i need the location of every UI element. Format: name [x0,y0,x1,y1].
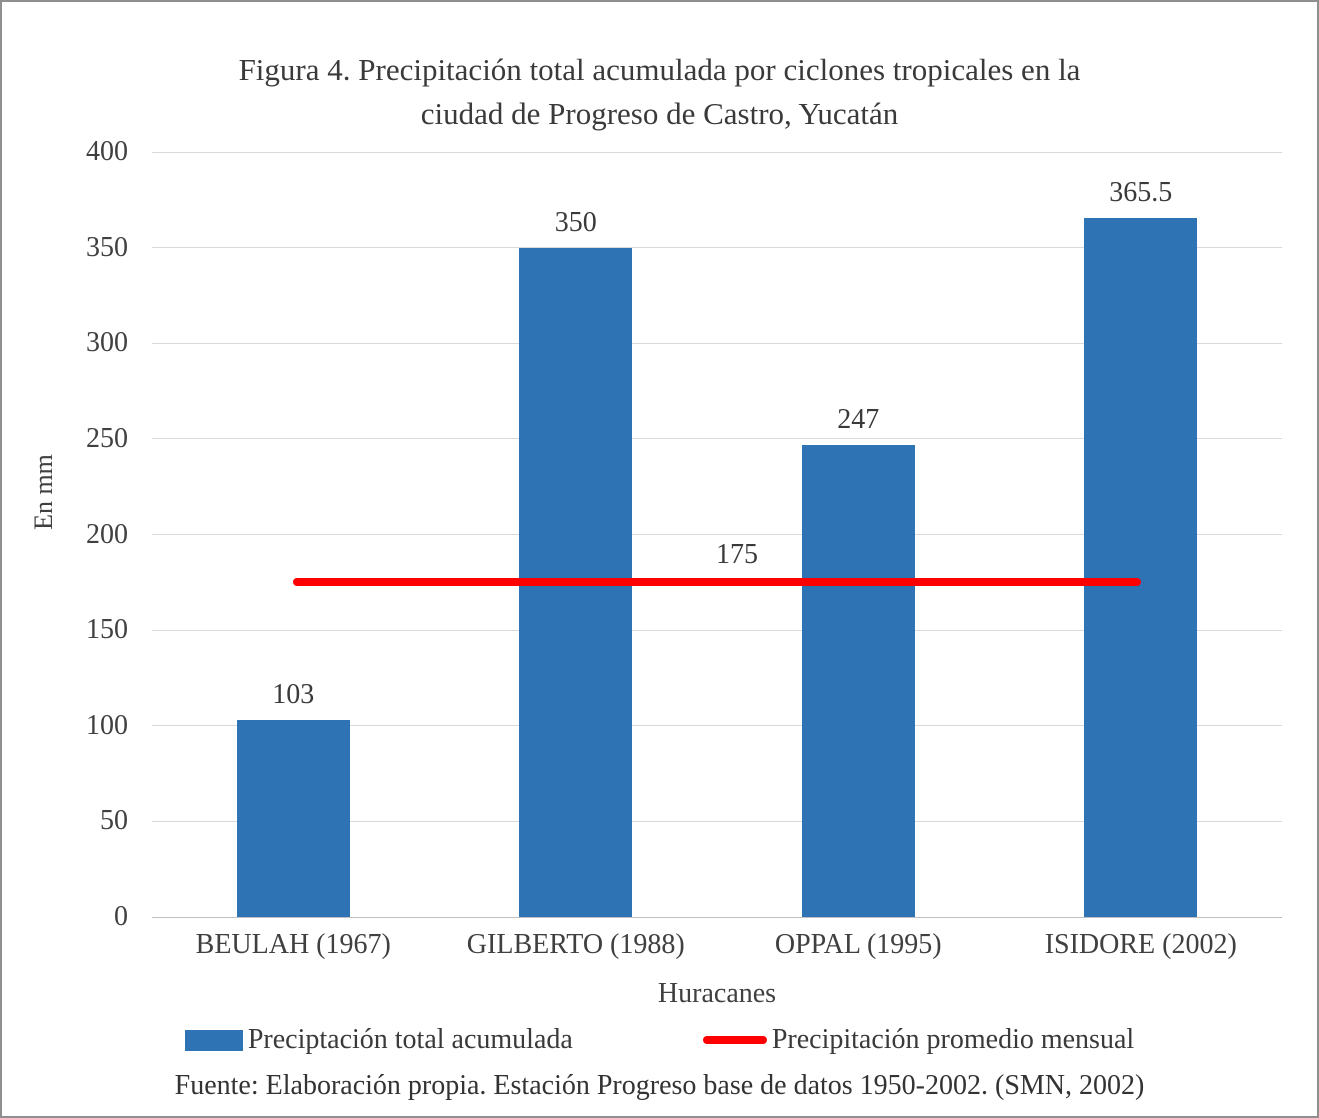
x-tick-label: OPPAL (1995) [774,929,942,960]
legend-item-bars: Preciptación total acumulada [184,1024,573,1056]
y-tick-label: 150 [86,614,128,646]
y-tick-label: 50 [100,805,128,837]
gridline-400 [152,151,1282,153]
legend: Preciptación total acumulada Precipitaci… [2,1024,1317,1056]
y-tick-label: 100 [86,709,128,741]
legend-line-label: Precipitación promedio mensual [771,1024,1135,1055]
source-note: Fuente: Elaboración propia. Estación Pro… [174,1070,1145,1101]
x-tick-label: BEULAH (1967) [195,929,391,960]
y-tick-label: 200 [86,518,128,550]
gridline-100 [152,725,1282,727]
average-line-label: 175 [716,539,758,571]
bar-oppal-1995- [801,444,915,917]
gridline-350 [152,247,1282,249]
x-tick-label: GILBERTO (1988) [466,929,685,960]
x-tick-label: ISIDORE (2002) [1044,929,1237,960]
bar-value-label: 365.5 [1109,176,1173,208]
average-line [293,578,1141,587]
gridline-150 [152,629,1282,631]
gridline-200 [152,534,1282,535]
bar-value-label: 103 [272,679,315,710]
y-tick-label: 350 [86,231,128,263]
gridline-0 [152,916,1282,918]
x-axis-labels: BEULAH (1967) GILBERTO (1988) OPPAL (1995)… [152,927,1282,969]
legend-item-line: Precipitación promedio mensual [702,1024,1135,1056]
gridline-50 [152,820,1282,822]
chart-title: Figura 4. Precipitación total acumulada … [2,48,1317,136]
legend-bar-label: Preciptación total acumulada [247,1024,573,1055]
bar-value-label: 350 [554,206,597,238]
chart-title-line1: Figura 4. Precipitación total acumulada … [238,52,1081,87]
x-axis-title: Huracanes [657,978,777,1009]
plot-area: 103 350 247 365.5 175 [152,151,1282,918]
y-tick-label: 300 [86,327,128,359]
y-tick-label: 250 [86,422,128,454]
gridline-250 [152,438,1282,440]
y-tick-label: 400 [86,136,128,167]
y-tick-label: 0 [114,901,128,932]
legend-bar-swatch-icon [184,1029,243,1051]
bar-beulah-1967- [236,720,350,917]
gridline-300 [152,342,1282,344]
y-axis-ticks: 0 50 100 150 200 250 300 350 400 [2,136,142,932]
chart-title-line2: ciudad de Progreso de Castro, Yucatán [420,96,899,131]
bar-isidore-2002- [1084,217,1198,917]
legend-line-swatch-icon [702,1036,767,1044]
bar-value-label: 247 [837,403,880,435]
